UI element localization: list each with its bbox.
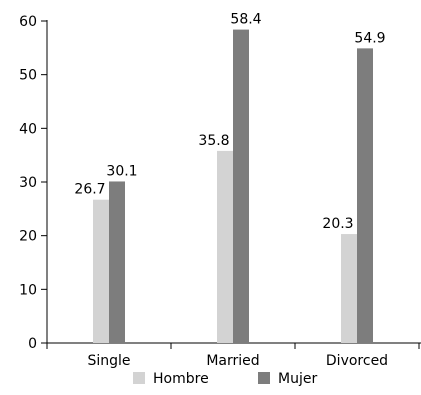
data-label-hombre: 26.7 (74, 182, 105, 198)
data-label-mujer: 58.4 (230, 12, 261, 28)
bar-mujer (357, 48, 373, 344)
legend: Hombre Mujer (133, 371, 317, 387)
bar-hombre (217, 150, 233, 343)
bars-group (93, 29, 373, 344)
data-label-hombre: 35.8 (198, 133, 229, 149)
y-tick-label: 10 (19, 282, 37, 298)
data-label-mujer: 54.9 (354, 30, 385, 46)
x-category-label: Divorced (326, 353, 388, 369)
y-tick-label: 0 (28, 336, 37, 352)
data-label-mujer: 30.1 (106, 163, 137, 179)
data-label-hombre: 20.3 (322, 216, 353, 232)
y-tick-label: 30 (19, 175, 37, 191)
bar-hombre (93, 199, 109, 343)
y-axis: 0 10 20 30 40 50 60 (19, 14, 48, 352)
y-tick-label: 20 (19, 229, 37, 245)
x-axis: Single Married Divorced (46, 342, 421, 369)
y-tick-label: 50 (19, 68, 37, 84)
bar-hombre (341, 234, 357, 343)
legend-label-mujer: Mujer (278, 371, 317, 387)
y-tick-label: 40 (19, 121, 37, 137)
bar-mujer (233, 29, 249, 343)
legend-label-hombre: Hombre (153, 371, 209, 387)
bar-mujer (109, 181, 125, 343)
x-category-label: Single (87, 353, 130, 369)
data-labels-group: 26.730.1 35.8 58.4 20.3 54.9 (74, 12, 385, 232)
legend-swatch-hombre (133, 372, 145, 384)
x-category-label: Married (206, 353, 259, 369)
legend-swatch-mujer (258, 372, 270, 384)
y-tick-label: 60 (19, 14, 37, 30)
